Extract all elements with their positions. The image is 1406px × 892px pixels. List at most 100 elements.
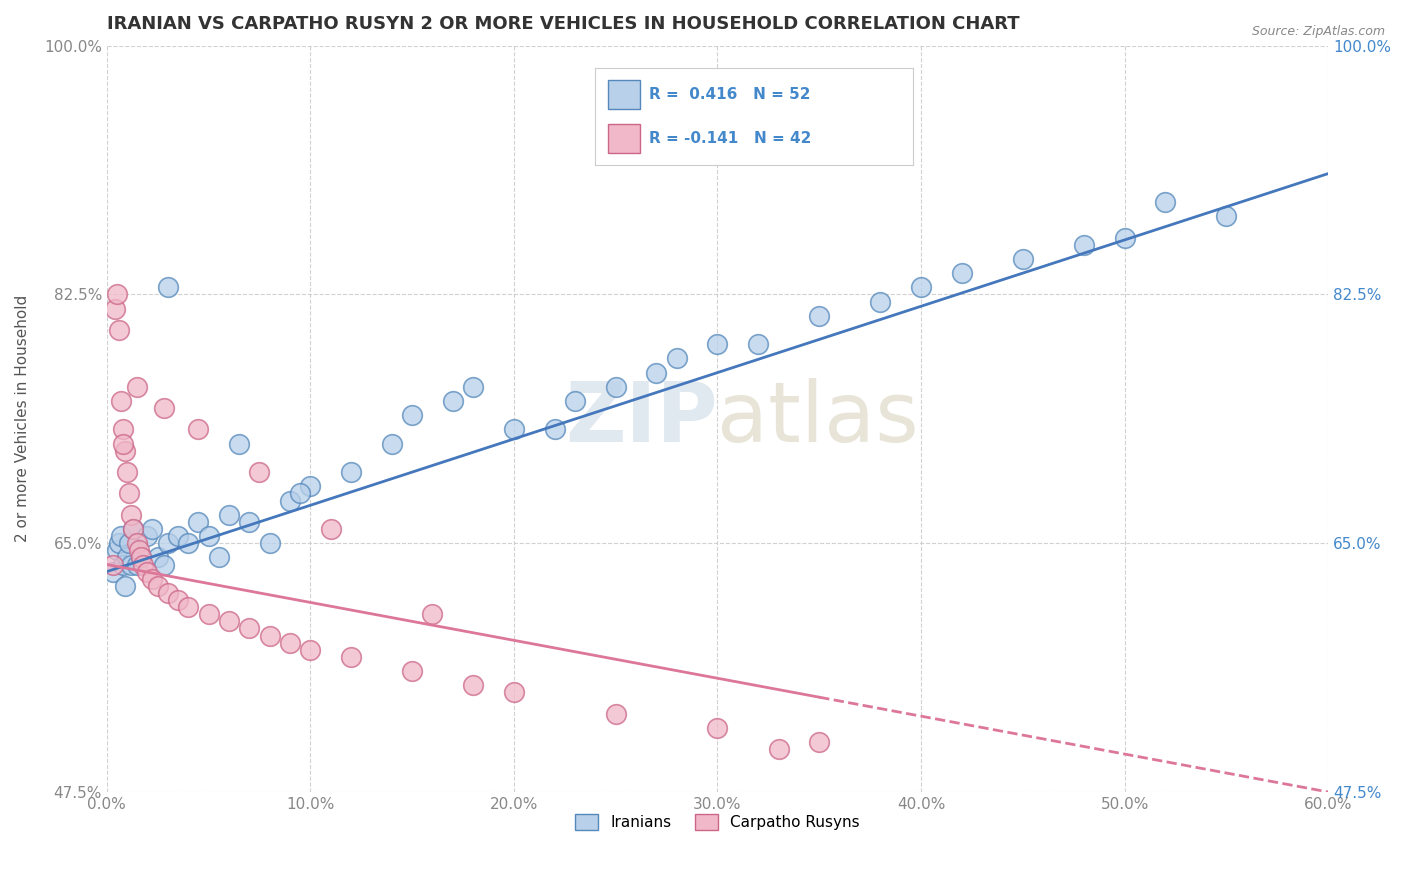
Point xyxy=(218,508,240,522)
Legend: Iranians, Carpatho Rusyns: Iranians, Carpatho Rusyns xyxy=(569,808,866,837)
Point xyxy=(1154,194,1177,209)
Point xyxy=(122,522,145,536)
Point xyxy=(115,550,138,565)
Point xyxy=(156,280,179,294)
Point xyxy=(910,280,932,294)
Point xyxy=(110,394,132,409)
Y-axis label: 2 or more Vehicles in Household: 2 or more Vehicles in Household xyxy=(15,295,30,542)
Point xyxy=(278,636,301,650)
Point xyxy=(152,558,174,572)
Point xyxy=(564,394,586,409)
Point xyxy=(249,465,271,479)
Point xyxy=(706,337,728,351)
Text: IRANIAN VS CARPATHO RUSYN 2 OR MORE VEHICLES IN HOUSEHOLD CORRELATION CHART: IRANIAN VS CARPATHO RUSYN 2 OR MORE VEHI… xyxy=(107,15,1019,33)
Point xyxy=(381,436,404,450)
Point xyxy=(101,565,124,579)
Point xyxy=(706,721,728,735)
Point xyxy=(127,380,149,394)
Point xyxy=(278,493,301,508)
Point xyxy=(197,529,219,543)
Point xyxy=(747,337,769,351)
Point xyxy=(543,422,565,436)
Point xyxy=(299,642,322,657)
Text: atlas: atlas xyxy=(717,378,920,459)
Point xyxy=(118,486,141,500)
Point xyxy=(156,536,179,550)
Point xyxy=(110,529,132,543)
Point xyxy=(808,309,831,323)
Point xyxy=(127,536,149,550)
Point xyxy=(128,543,150,558)
Point xyxy=(869,294,891,309)
Point xyxy=(177,536,200,550)
Point xyxy=(105,543,128,558)
Point xyxy=(665,351,688,366)
Point xyxy=(401,664,423,678)
Point xyxy=(1073,237,1095,252)
Point xyxy=(105,287,128,301)
Point xyxy=(141,572,163,586)
Point xyxy=(156,586,179,600)
Point xyxy=(502,422,524,436)
Point xyxy=(463,678,485,692)
Point xyxy=(112,436,135,450)
Text: Source: ZipAtlas.com: Source: ZipAtlas.com xyxy=(1251,25,1385,38)
Point xyxy=(1011,252,1033,266)
Point xyxy=(187,515,209,529)
Point xyxy=(146,579,169,593)
Point xyxy=(167,593,190,607)
Point xyxy=(136,529,159,543)
Point xyxy=(127,558,149,572)
Point xyxy=(114,579,136,593)
Point xyxy=(238,622,260,636)
Point xyxy=(108,536,131,550)
Point xyxy=(605,706,627,721)
Point xyxy=(120,558,142,572)
Point xyxy=(1114,230,1136,244)
Point xyxy=(167,529,190,543)
Point xyxy=(401,409,423,423)
Point xyxy=(120,508,142,522)
Point xyxy=(259,536,281,550)
Point xyxy=(112,422,135,436)
Point xyxy=(218,615,240,629)
Point xyxy=(950,266,973,280)
Point xyxy=(131,550,153,565)
Point xyxy=(422,607,444,622)
Point xyxy=(115,465,138,479)
Point xyxy=(463,380,485,394)
Point xyxy=(141,522,163,536)
Point xyxy=(177,600,200,615)
Point xyxy=(118,536,141,550)
Point xyxy=(101,558,124,572)
Point xyxy=(114,443,136,458)
Point xyxy=(299,479,322,493)
Point xyxy=(238,515,260,529)
Point xyxy=(208,550,231,565)
Point xyxy=(288,486,311,500)
Point xyxy=(808,735,831,749)
Point xyxy=(319,522,342,536)
Point xyxy=(146,550,169,565)
Point xyxy=(1215,209,1237,223)
Point xyxy=(340,465,363,479)
Point xyxy=(132,558,155,572)
Point xyxy=(605,380,627,394)
Point xyxy=(768,742,790,756)
Point xyxy=(340,649,363,664)
Point xyxy=(197,607,219,622)
Point xyxy=(108,323,131,337)
Point xyxy=(441,394,464,409)
Point xyxy=(187,422,209,436)
Point xyxy=(259,629,281,643)
Text: ZIP: ZIP xyxy=(565,378,717,459)
Point xyxy=(228,436,250,450)
Point xyxy=(152,401,174,416)
Point xyxy=(112,558,135,572)
Point xyxy=(502,685,524,699)
Point xyxy=(136,565,159,579)
Point xyxy=(645,366,668,380)
Point xyxy=(131,550,153,565)
Point xyxy=(104,301,127,316)
Point xyxy=(122,522,145,536)
